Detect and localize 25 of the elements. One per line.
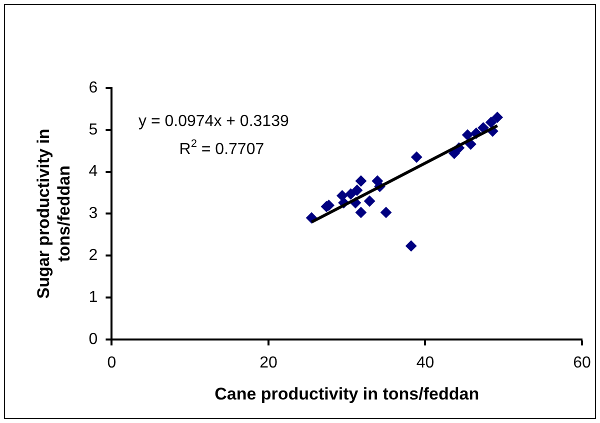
- point: [478, 122, 489, 134]
- x-tick-label: 20: [260, 354, 278, 372]
- y-tick-label: 5: [88, 121, 98, 138]
- x-tick-label: 60: [573, 354, 591, 372]
- y-tick-label: 3: [88, 205, 98, 222]
- y-tick-label: 2: [88, 247, 98, 264]
- y-tick-label: 1: [88, 288, 98, 306]
- point: [406, 240, 417, 252]
- x-axis-title: Cane productivity in tons/feddan: [214, 384, 480, 404]
- point: [355, 176, 366, 187]
- point: [352, 184, 363, 196]
- y-tick-label: 0: [88, 330, 98, 348]
- y-tick-label: 6: [88, 79, 98, 96]
- x-tick-label: 40: [416, 354, 434, 372]
- point: [380, 206, 392, 218]
- x-tick-label: 0: [107, 354, 116, 372]
- point: [355, 206, 366, 218]
- annotation: y = 0.0974x + 0.3139: [138, 113, 289, 130]
- y-axis-title: Sugar productivity in tons/feddan: [34, 128, 74, 299]
- point: [411, 152, 422, 163]
- y-tick-label: 4: [88, 163, 98, 180]
- point: [486, 116, 497, 128]
- point: [492, 112, 503, 123]
- point: [462, 129, 474, 140]
- point: [364, 196, 376, 207]
